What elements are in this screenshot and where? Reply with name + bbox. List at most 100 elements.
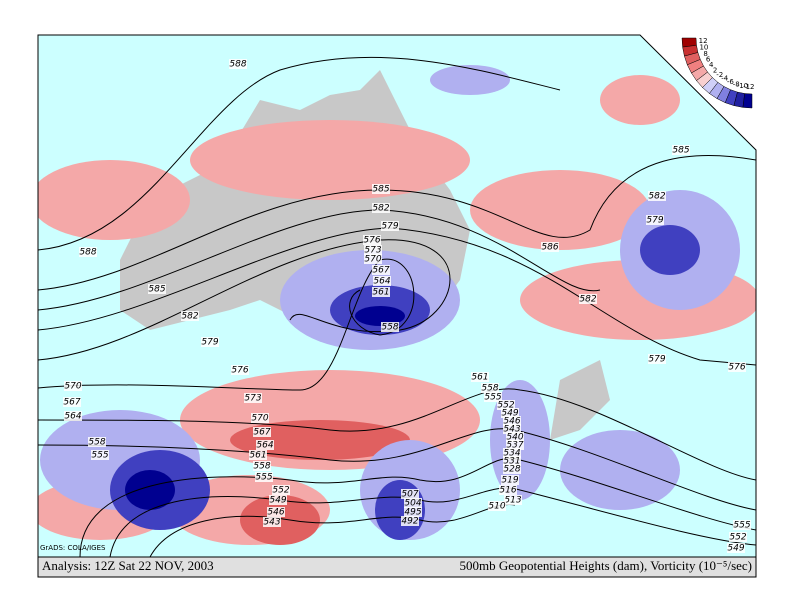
contour-label-bg bbox=[181, 311, 199, 321]
colorbar-label: 6 bbox=[706, 56, 711, 64]
contour-label-bg bbox=[251, 413, 269, 423]
contour-label-bg bbox=[503, 424, 521, 434]
contour-label: 534 bbox=[503, 449, 520, 459]
contour-label-bg bbox=[63, 397, 81, 407]
contour-label-bg bbox=[484, 392, 502, 402]
contour-label-bg bbox=[728, 362, 746, 372]
contour-label-bg bbox=[272, 485, 290, 495]
colorbar-label: 4 bbox=[709, 61, 714, 69]
contour-label-bg bbox=[506, 432, 524, 442]
contour-label: 555 bbox=[91, 451, 108, 461]
contour-label: 558 bbox=[381, 323, 398, 333]
contour-label: 567 bbox=[253, 428, 270, 438]
contour-label-bg bbox=[267, 507, 285, 517]
contour-label-bg bbox=[503, 464, 521, 474]
contour-label: 528 bbox=[503, 465, 520, 475]
contour-label-bg bbox=[364, 254, 382, 264]
contour-label: 549 bbox=[501, 409, 518, 419]
credit: GrADS: COLA/IGES bbox=[40, 544, 106, 552]
contour-label-bg bbox=[503, 416, 521, 426]
contour-label: 543 bbox=[503, 425, 520, 435]
contour-label: 504 bbox=[404, 499, 421, 509]
contour-label-bg bbox=[64, 411, 82, 421]
contour-label-bg bbox=[372, 287, 390, 297]
contour-label-bg bbox=[255, 472, 273, 482]
contour-label: 564 bbox=[64, 412, 81, 422]
map-frame bbox=[37, 34, 757, 558]
contour-label: 549 bbox=[269, 496, 286, 506]
contour-label-bg bbox=[481, 383, 499, 393]
contour-label-bg bbox=[381, 221, 399, 231]
contour-label: 582 bbox=[648, 192, 665, 202]
contour-label-bg bbox=[253, 461, 271, 471]
contour-label-bg bbox=[249, 450, 267, 460]
contour-label: 519 bbox=[501, 476, 518, 486]
contour-label: 567 bbox=[372, 266, 389, 276]
height-contours bbox=[38, 56, 756, 557]
colorbar-label: 12 bbox=[699, 37, 708, 45]
contour-label-bg bbox=[579, 294, 597, 304]
contour-label-bg bbox=[497, 400, 515, 410]
contour-label: 552 bbox=[729, 533, 746, 543]
contour-label: 558 bbox=[253, 462, 270, 472]
contour-label-bg bbox=[404, 498, 422, 508]
contour-label: 492 bbox=[401, 517, 418, 527]
contour-label: 555 bbox=[255, 473, 272, 483]
contour-label: 555 bbox=[484, 393, 501, 403]
contour-label: 582 bbox=[181, 312, 198, 322]
contour-label: 579 bbox=[381, 222, 398, 232]
colorbar-label: -4 bbox=[721, 75, 729, 83]
caption-bar bbox=[37, 556, 757, 578]
contour-label: 570 bbox=[364, 255, 381, 265]
map-area bbox=[38, 35, 756, 557]
contour-label-bg bbox=[64, 381, 82, 391]
contour-labels: 5885885855825795765735705675645615585555… bbox=[63, 59, 751, 554]
colorbar-label: -2 bbox=[716, 71, 723, 79]
contour-label: 576 bbox=[231, 366, 248, 376]
caption-left: Analysis: 12Z Sat 22 NOV, 2003 bbox=[42, 558, 214, 573]
contour-label-bg bbox=[256, 440, 274, 450]
contour-label-bg bbox=[364, 245, 382, 255]
contour-label-bg bbox=[269, 495, 287, 505]
contour-label: 585 bbox=[372, 185, 389, 195]
contour-label-bg bbox=[672, 145, 690, 155]
contour-label: 573 bbox=[244, 394, 261, 404]
contour-label: 543 bbox=[263, 518, 280, 528]
contour-label: 582 bbox=[372, 204, 389, 214]
contour-label: 552 bbox=[272, 486, 289, 496]
contour-label: 546 bbox=[503, 417, 520, 427]
contour-label-bg bbox=[373, 276, 391, 286]
contour-label: 576 bbox=[728, 363, 745, 373]
contour-label: 510 bbox=[488, 502, 505, 512]
colorbar-label: 10 bbox=[699, 44, 708, 52]
colorbar-label: -10 bbox=[737, 82, 748, 90]
contour-label: 558 bbox=[481, 384, 498, 394]
contour-label: 531 bbox=[503, 457, 520, 467]
contour-label-bg bbox=[404, 507, 422, 517]
contour-label-bg bbox=[401, 489, 419, 499]
contour-label: 564 bbox=[256, 441, 273, 451]
contour-label: 579 bbox=[646, 216, 663, 226]
contour-label: 540 bbox=[506, 433, 523, 443]
contour-label-bg bbox=[503, 448, 521, 458]
contour-label: 588 bbox=[79, 248, 96, 258]
contour-label-bg bbox=[201, 337, 219, 347]
contour-label-bg bbox=[88, 437, 106, 447]
colorbar-label: 2 bbox=[713, 66, 717, 74]
contour-label: 570 bbox=[251, 414, 268, 424]
contour-label-bg bbox=[729, 532, 747, 542]
caption-right: 500mb Geopotential Heights (dam), Vortic… bbox=[459, 558, 752, 573]
contour-label-bg bbox=[733, 520, 751, 530]
contour-label-bg bbox=[501, 408, 519, 418]
contour-label: 582 bbox=[579, 295, 596, 305]
colorbar-label: -6 bbox=[727, 78, 735, 86]
contour-label: 576 bbox=[363, 236, 380, 246]
contour-label: 561 bbox=[249, 451, 266, 461]
contour-label-bg bbox=[372, 203, 390, 213]
contour-label-bg bbox=[499, 485, 517, 495]
contour-label-bg bbox=[646, 215, 664, 225]
contour-label-bg bbox=[401, 516, 419, 526]
contour-label: 555 bbox=[733, 521, 750, 531]
